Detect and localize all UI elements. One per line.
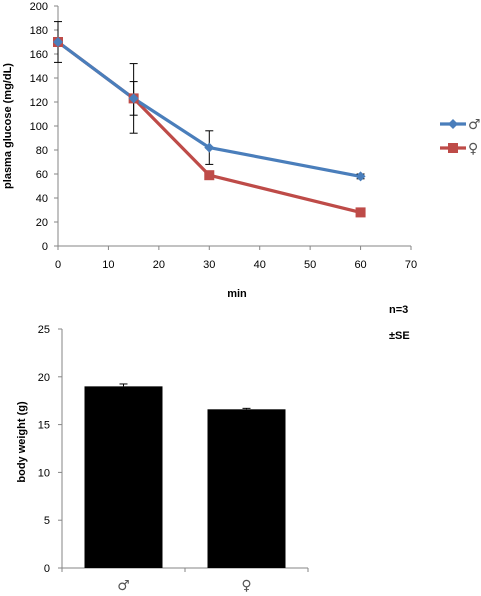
- data-point-square: [355, 207, 366, 218]
- bar-y-tick-label: 25: [38, 324, 50, 336]
- legend-marker-square: [448, 143, 458, 153]
- data-point-diamond: [128, 93, 139, 104]
- legend-label: ♂: [468, 117, 481, 133]
- line-x-tick-label: 50: [304, 259, 316, 271]
- data-point-diamond: [355, 171, 366, 182]
- data-point-diamond: [204, 142, 215, 153]
- line-x-tick-label: 0: [55, 259, 61, 271]
- legend-label: ♀: [468, 141, 478, 157]
- bar-bars: [84, 383, 286, 568]
- line-x-tick-label: 70: [405, 259, 417, 271]
- line-y-axis-label: plasma glucose (mg/dL): [2, 63, 14, 189]
- line-x-axis-label: min: [227, 288, 247, 300]
- line-y-tick-label: 100: [30, 121, 48, 133]
- sample-size-note: n=3: [389, 304, 408, 316]
- bar-y-tick-label: 0: [44, 563, 50, 575]
- data-point-square: [204, 170, 215, 181]
- line-x-tick-label: 30: [203, 259, 215, 271]
- line-y-ticks: 0 20 40 60 80 100 120 140 160 180 200: [30, 1, 58, 253]
- bar-x-tick-label: ♂: [117, 578, 130, 594]
- bar-x-tick-label: ♀: [241, 578, 251, 594]
- line-y-tick-label: 180: [30, 25, 48, 37]
- line-x-ticks: 0 10 20 30 40 50 60 70: [55, 246, 417, 271]
- line-y-tick-label: 140: [30, 73, 48, 85]
- data-point-diamond: [53, 37, 63, 47]
- line-y-tick-label: 0: [42, 241, 48, 253]
- bar-y-tick-label: 20: [38, 372, 50, 384]
- bar-y-ticks: 0 5 10 15 20 25: [38, 324, 62, 575]
- line-y-tick-label: 120: [30, 97, 48, 109]
- line-x-tick-label: 20: [153, 259, 165, 271]
- bar: [84, 386, 163, 568]
- error-type-note: ±SE: [389, 330, 410, 342]
- line-chart: 0 20 40 60 80 100 120 140 160 180 200 0 10 20 30 40 50 6…: [2, 1, 481, 300]
- bar-y-tick-label: 10: [38, 467, 50, 479]
- line-legend: ♂♀: [440, 117, 481, 157]
- line-x-tick-label: 10: [102, 259, 114, 271]
- line-y-tick-label: 40: [36, 193, 48, 205]
- bar-y-tick-label: 5: [44, 515, 50, 527]
- bar-x-ticks: ♂ ♀: [61, 568, 309, 594]
- line-y-tick-label: 20: [36, 217, 48, 229]
- legend-marker-diamond: [448, 119, 458, 129]
- line-series: [53, 21, 366, 218]
- line-y-tick-label: 80: [36, 145, 48, 157]
- series-line: [57, 40, 361, 214]
- line-x-tick-label: 40: [254, 259, 266, 271]
- line-y-tick-label: 200: [30, 1, 48, 13]
- bar-y-tick-label: 15: [38, 420, 50, 432]
- line-y-tick-label: 160: [30, 49, 48, 61]
- series-line: [57, 40, 361, 178]
- bar-y-axis-label: body weight (g): [16, 401, 28, 483]
- bar: [207, 409, 286, 568]
- line-y-tick-label: 60: [36, 169, 48, 181]
- line-x-tick-label: 60: [354, 259, 366, 271]
